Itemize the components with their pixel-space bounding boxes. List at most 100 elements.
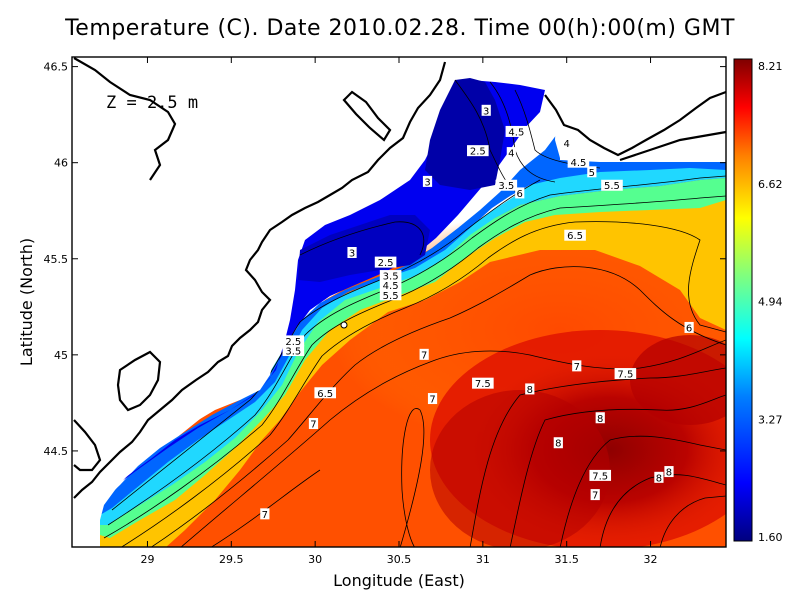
contour-label-text: 4.5 bbox=[570, 158, 586, 169]
contour-label: 7 bbox=[260, 508, 270, 521]
contour-label-text: 7 bbox=[429, 395, 435, 406]
contour-label-text: 4 bbox=[508, 149, 514, 160]
x-tick-label: 30.5 bbox=[387, 553, 412, 566]
temp-band-cyan bbox=[100, 164, 726, 525]
contour-label: 3.5 bbox=[282, 345, 305, 358]
contour-label-text: 7.5 bbox=[617, 370, 633, 381]
contour-label: 3 bbox=[481, 104, 491, 117]
x-axis-label: Longitude (East) bbox=[333, 571, 465, 590]
contour-label: 8 bbox=[664, 466, 674, 479]
contour-label: 8 bbox=[525, 383, 535, 396]
x-tick-label: 29 bbox=[140, 553, 154, 566]
contour-label-text: 7 bbox=[574, 362, 580, 373]
contour-label: 6.5 bbox=[314, 387, 337, 400]
contour-label: 8 bbox=[654, 471, 664, 484]
x-tick-label: 32 bbox=[644, 553, 658, 566]
figure-title: Temperature (C). Date 2010.02.28. Time 0… bbox=[65, 16, 735, 41]
colorbar: 8.21 6.62 4.94 3.27 1.60 bbox=[733, 58, 783, 544]
contour-label-text: 7.5 bbox=[592, 471, 608, 482]
contour-label-text: 7 bbox=[262, 510, 268, 521]
contour-label-text: 3.5 bbox=[498, 181, 514, 192]
contour-label-text: 3 bbox=[349, 249, 355, 260]
contour-label: 8 bbox=[595, 412, 605, 425]
temp-band-deepblue bbox=[110, 80, 545, 490]
colorbar-scale bbox=[733, 58, 753, 542]
x-tick-label: 30 bbox=[308, 553, 322, 566]
contour-label-text: 7.5 bbox=[475, 379, 491, 390]
x-axis: 29 29.5 30 30.5 31 31.5 32 bbox=[140, 57, 658, 566]
contour-label: 7 bbox=[427, 393, 438, 406]
contour-label: 6 bbox=[515, 187, 525, 200]
contour-label: 2.5 bbox=[282, 335, 305, 348]
contour-label-text: 8 bbox=[666, 468, 672, 479]
land-mask bbox=[72, 57, 726, 548]
contour-label-text: 5.5 bbox=[383, 291, 399, 302]
contour-label-text: 5 bbox=[589, 168, 595, 179]
contour-label: 7.5 bbox=[589, 469, 612, 482]
y-axis-label: Latitude (North) bbox=[17, 238, 36, 366]
contour-label-text: 6.5 bbox=[567, 231, 583, 242]
temperature-field bbox=[100, 78, 726, 547]
contour-label: 6.5 bbox=[564, 229, 586, 242]
contour-label: 7.5 bbox=[472, 377, 494, 390]
temp-band-yellow bbox=[100, 180, 726, 547]
colorbar-label: 4.94 bbox=[758, 296, 783, 309]
contour-label-text: 6 bbox=[517, 189, 523, 200]
y-tick-label: 44.5 bbox=[44, 445, 69, 458]
contour-label-text: 6 bbox=[686, 323, 692, 334]
contour-label-text: 2.5 bbox=[378, 258, 394, 269]
contour-label: 4.5 bbox=[567, 156, 590, 169]
contour-label: 8 bbox=[553, 437, 563, 450]
contour-label: 3 bbox=[347, 247, 357, 260]
contour-label-text: 3.5 bbox=[383, 272, 399, 283]
contour-label: 4 bbox=[506, 147, 516, 160]
contour-label-text: 8 bbox=[555, 439, 561, 450]
depth-label: Z = 2.5 m bbox=[106, 93, 198, 113]
contour-label-text: 3 bbox=[483, 106, 489, 117]
y-tick-label: 46 bbox=[54, 157, 68, 170]
contour-label: 5 bbox=[587, 166, 597, 179]
contour-label-text: 2.5 bbox=[470, 147, 486, 158]
x-tick-label: 29.5 bbox=[219, 553, 244, 566]
temp-band-blue bbox=[100, 130, 726, 515]
contour-label: 6 bbox=[684, 321, 694, 334]
contour-label: 4.5 bbox=[379, 279, 402, 292]
contour-label: 5.5 bbox=[601, 179, 623, 192]
contour-label-text: 7 bbox=[310, 420, 316, 431]
contour-label-text: 6.5 bbox=[317, 389, 333, 400]
contour-labels: 34.542.544.555.53 3.566.532.53.54.55.562.… bbox=[260, 104, 694, 521]
contour-label-text: 7 bbox=[421, 350, 427, 361]
contour-label: 2.5 bbox=[467, 145, 489, 158]
contour-label: 3 bbox=[422, 175, 433, 188]
temp-band-green bbox=[100, 178, 726, 538]
colorbar-label: 6.62 bbox=[758, 178, 783, 191]
contour-label-text: 3.5 bbox=[285, 347, 301, 358]
contour-label: 3.5 bbox=[495, 179, 518, 192]
contour-label: 4 bbox=[562, 137, 572, 150]
contour-label: 7 bbox=[308, 418, 319, 431]
colorbar-label: 8.21 bbox=[758, 60, 783, 73]
contour-label-text: 2.5 bbox=[285, 337, 301, 348]
contour-label-text: 8 bbox=[656, 473, 662, 484]
contour-label: 7 bbox=[590, 489, 600, 502]
contour-label-text: 8 bbox=[597, 414, 603, 425]
contour-label-text: 4.5 bbox=[383, 281, 399, 292]
contour-label: 2.5 bbox=[374, 256, 397, 269]
y-tick-label: 46.5 bbox=[44, 61, 69, 74]
x-tick-label: 31 bbox=[476, 553, 490, 566]
colorbar-label: 3.27 bbox=[758, 413, 783, 426]
contour-label-text: 4 bbox=[564, 139, 570, 150]
contour-label: 7 bbox=[572, 360, 582, 373]
contour-label: 7 bbox=[419, 348, 429, 361]
colorbar-label: 1.60 bbox=[758, 531, 783, 544]
contour-label-text: 3 bbox=[424, 177, 430, 188]
contour-label-text: 7 bbox=[592, 491, 598, 502]
contour-label-text: 8 bbox=[527, 385, 533, 396]
contour-label: 3.5 bbox=[379, 270, 402, 283]
contour-label-text: 5.5 bbox=[604, 181, 620, 192]
y-tick-label: 45.5 bbox=[44, 253, 69, 266]
coastline bbox=[73, 57, 727, 499]
